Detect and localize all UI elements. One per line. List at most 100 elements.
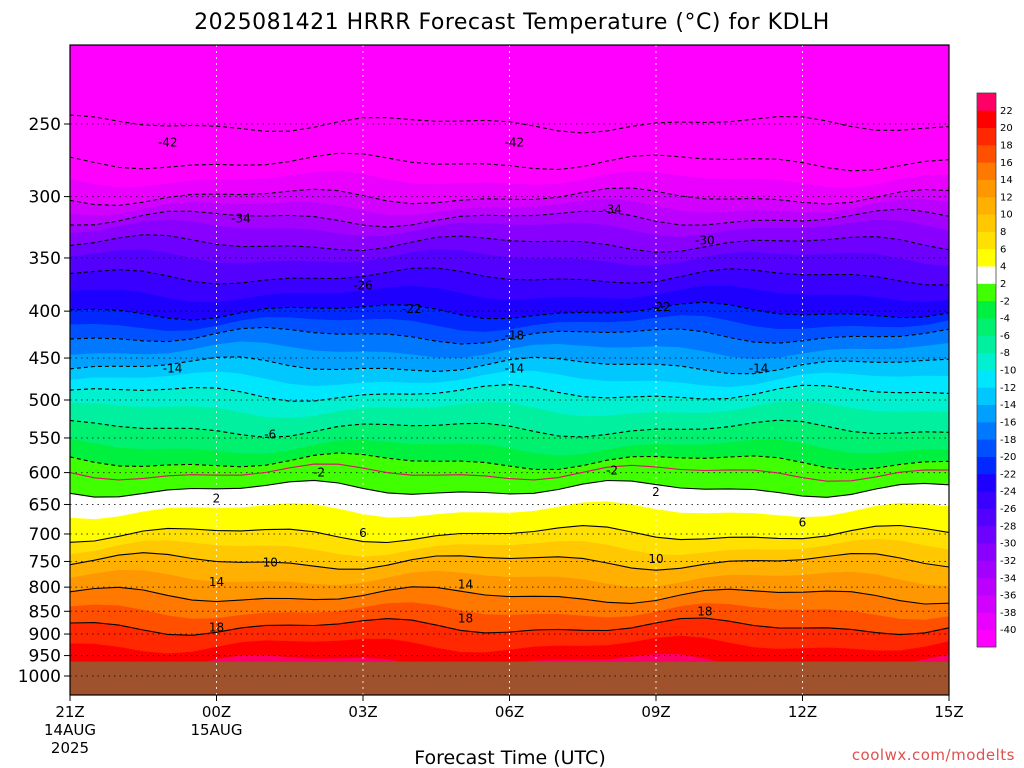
isotherm-label: -14: [163, 362, 183, 376]
isotherm-label: -2: [313, 466, 325, 480]
isotherm-label: 18: [458, 611, 473, 625]
isotherm-label: -42: [505, 136, 525, 150]
colorbar-cell: [977, 629, 996, 648]
colorbar-cell: [977, 283, 996, 302]
colorbar-label: -20: [1000, 452, 1016, 463]
colorbar-cell: [977, 439, 996, 457]
colorbar-cell: [977, 456, 996, 475]
isotherm--38: [70, 187, 949, 206]
colorbar-cell: [977, 318, 996, 336]
isotherm-label: -30: [695, 234, 715, 248]
x-tick-label: 12Z: [788, 703, 817, 721]
colorbar-cell: [977, 473, 996, 492]
isotherm-18: [70, 617, 949, 636]
colorbar-label: 16: [1000, 158, 1013, 169]
isotherm--6: [70, 419, 949, 438]
colorbar: -40-38-36-34-32-30-28-26-24-22-20-18-16-…: [976, 92, 1016, 648]
x-tick-label: 03Z: [348, 703, 377, 721]
y-tick-label: 700: [29, 525, 61, 545]
colorbar-label: 8: [1000, 227, 1006, 238]
colorbar-label: 22: [1000, 106, 1013, 117]
colorbar-cell: [977, 162, 996, 180]
colorbar-label: -28: [1000, 521, 1016, 532]
colorbar-cell: [977, 144, 996, 163]
colorbar-cell: [977, 370, 996, 388]
colorbar-label: -12: [1000, 383, 1016, 394]
colorbar-cell: [977, 127, 996, 146]
isotherm-label: 10: [648, 552, 663, 566]
pressure-axis: 250 300 350 400 450 500 550 600 650 700 750 800 850 9…: [18, 115, 70, 687]
grid-lines: [70, 45, 949, 695]
x-tick-label: 09Z: [641, 703, 670, 721]
colorbar-label: -36: [1000, 591, 1016, 602]
colorbar-label: -26: [1000, 504, 1016, 515]
colorbar-label: -14: [1000, 400, 1016, 411]
colorbar-cell: [977, 387, 996, 406]
colorbar-cell: [977, 491, 996, 509]
colorbar-label: -32: [1000, 556, 1016, 567]
y-tick-label: 900: [29, 625, 61, 645]
isotherm-contours: [70, 114, 949, 636]
isotherm-label: 6: [359, 526, 367, 540]
colorbar-label: 18: [1000, 140, 1013, 151]
isotherm-label: -26: [353, 278, 373, 292]
y-tick-label: 600: [29, 464, 61, 484]
colorbar-cell: [977, 266, 996, 284]
colorbar-label: -40: [1000, 625, 1016, 636]
isotherm-label: 10: [263, 556, 278, 570]
x-tick-date: 15AUG: [191, 721, 243, 739]
isotherm-label: 18: [697, 604, 712, 618]
colorbar-cell: [977, 335, 996, 354]
y-tick-label: 500: [29, 391, 61, 411]
colorbar-cell: [977, 231, 996, 250]
colorbar-cell: [977, 404, 996, 423]
isotherm--34: [70, 208, 949, 228]
isotherm--14: [70, 356, 949, 375]
isotherm--46: [70, 114, 949, 134]
isotherm-label: 14: [458, 578, 473, 592]
isotherm--26: [70, 267, 949, 286]
isotherm--10: [70, 384, 949, 402]
source-credit: coolwx.com/modelts: [852, 746, 1015, 764]
isotherm--30: [70, 234, 949, 253]
colorbar-label: -10: [1000, 366, 1016, 377]
colorbar-cell: [977, 248, 996, 267]
y-tick-label: 1000: [18, 667, 61, 687]
isotherm-10: [70, 552, 949, 571]
colorbar-cell: [977, 595, 996, 613]
y-tick-label: 950: [29, 647, 61, 667]
colorbar-label: 12: [1000, 192, 1013, 203]
below-ground-area: [70, 661, 949, 695]
colorbar-cell: [977, 352, 996, 371]
isotherm-label: 18: [209, 620, 224, 634]
colorbar-label: 2: [1000, 279, 1006, 290]
y-tick-label: 800: [29, 578, 61, 598]
colorbar-cell: [977, 93, 996, 111]
colorbar-label: -4: [1000, 314, 1010, 325]
isotherm-label: -14: [505, 362, 525, 376]
isotherm-0: [70, 463, 949, 482]
y-tick-label: 850: [29, 602, 61, 622]
isotherm--42: [70, 152, 949, 172]
isotherm-6: [70, 524, 949, 544]
y-tick-label: 750: [29, 552, 61, 572]
colorbar-cell: [977, 508, 996, 527]
colorbar-cell: [977, 179, 996, 198]
isotherm--2: [70, 452, 949, 471]
colorbar-cell: [977, 214, 996, 232]
isotherm-label: 2: [652, 485, 660, 499]
ground: [70, 661, 949, 695]
colorbar-label: 4: [1000, 262, 1006, 273]
colorbar-label: 6: [1000, 244, 1006, 255]
isotherm--18: [70, 326, 949, 345]
isotherm-label: -34: [231, 212, 251, 226]
isotherm-label: 2: [213, 491, 221, 505]
colorbar-label: -16: [1000, 417, 1016, 428]
isotherm-label: -22: [651, 300, 671, 314]
colorbar-label: -38: [1000, 608, 1016, 619]
isotherm-14: [70, 586, 949, 605]
isotherm--22: [70, 301, 949, 321]
chart-title: 2025081421 HRRR Forecast Temperature (°C…: [194, 10, 830, 35]
